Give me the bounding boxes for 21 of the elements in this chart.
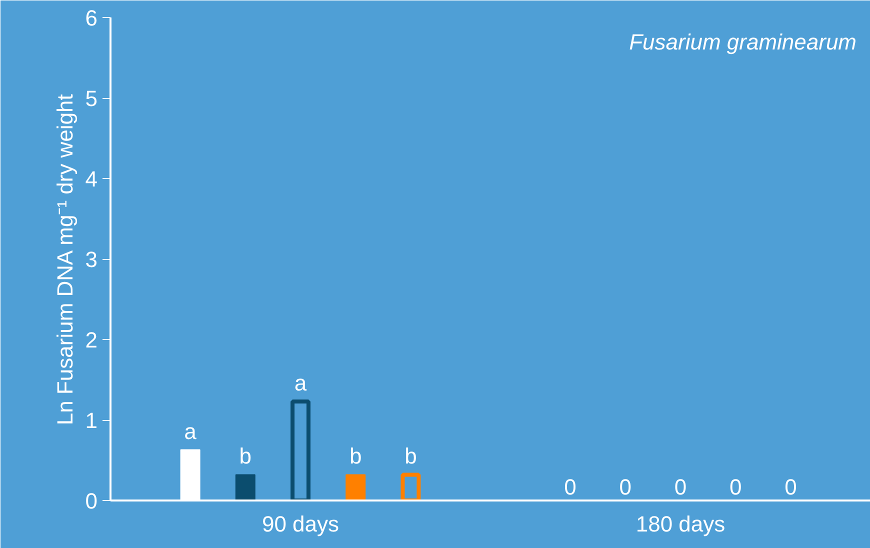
- data-label: 0: [784, 474, 797, 500]
- data-label: b: [239, 444, 252, 469]
- y-tick-label: 5: [85, 86, 98, 111]
- x-tick-label: 90 days: [262, 512, 340, 536]
- y-axis-title: Ln Fusarium DNA mg⁻¹ dry weight: [52, 94, 78, 426]
- data-label: 0: [674, 474, 687, 500]
- y-tick-label: 6: [85, 6, 98, 30]
- y-tick-label: 0: [85, 488, 98, 514]
- y-tick-label: 3: [85, 247, 98, 272]
- data-label: a: [294, 370, 308, 396]
- data-label: a: [184, 418, 198, 444]
- data-label: 0: [729, 474, 742, 500]
- data-label: b: [349, 444, 362, 469]
- annotation: Fusarium graminearum: [629, 30, 857, 54]
- x-tick-label: 180 days: [636, 512, 726, 536]
- y-tick-label: 2: [85, 328, 98, 352]
- y-tick-label: 1: [85, 408, 98, 433]
- y-tick-label: 4: [85, 166, 98, 192]
- data-label: b: [404, 444, 417, 469]
- data-label: 0: [619, 474, 632, 500]
- data-label: 0: [564, 474, 576, 500]
